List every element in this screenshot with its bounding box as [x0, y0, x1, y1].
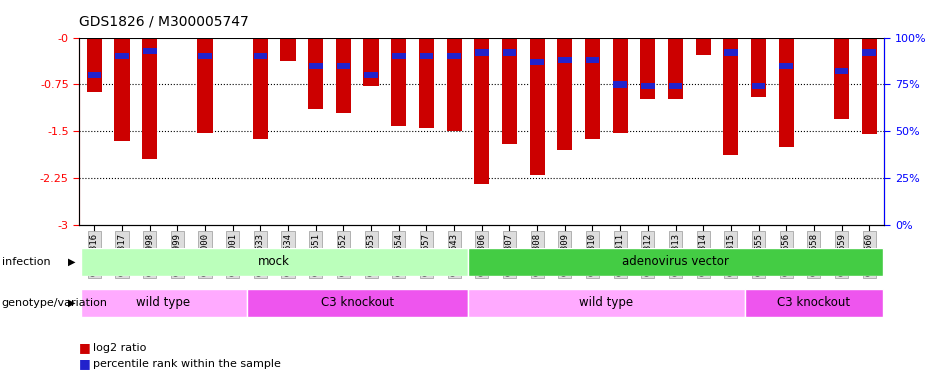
Bar — [309, 63, 323, 69]
Bar — [447, 38, 462, 131]
Bar — [861, 38, 877, 134]
Bar — [142, 48, 156, 54]
Bar — [835, 68, 848, 74]
Text: wild type: wild type — [137, 296, 191, 309]
Bar — [447, 53, 461, 59]
Bar — [363, 38, 379, 86]
Bar — [475, 50, 489, 55]
Bar — [723, 38, 738, 155]
Text: GDS1826 / M300005747: GDS1826 / M300005747 — [79, 14, 249, 28]
Bar — [87, 38, 102, 92]
Bar — [253, 38, 268, 139]
Bar — [751, 83, 765, 89]
Bar — [695, 38, 710, 55]
Bar — [88, 72, 101, 78]
Bar — [468, 289, 745, 317]
Bar — [474, 38, 490, 184]
Bar — [724, 50, 737, 55]
Bar — [778, 38, 794, 147]
Bar — [115, 53, 128, 59]
Text: ■: ■ — [79, 357, 91, 370]
Bar — [586, 57, 600, 63]
Bar — [641, 83, 654, 89]
Text: ■: ■ — [79, 342, 91, 354]
Bar — [280, 38, 296, 61]
Bar — [862, 50, 876, 55]
Bar — [198, 53, 212, 59]
Bar — [613, 38, 627, 132]
Bar — [142, 38, 157, 159]
Text: ▶: ▶ — [68, 298, 75, 308]
Bar — [392, 53, 406, 59]
Text: wild type: wild type — [579, 296, 633, 309]
Bar — [585, 38, 600, 139]
Bar — [751, 38, 766, 97]
Bar — [834, 38, 849, 119]
Bar — [419, 38, 434, 128]
Text: C3 knockout: C3 knockout — [777, 296, 850, 309]
Bar — [668, 38, 683, 99]
Bar — [530, 38, 545, 175]
Bar — [745, 289, 884, 317]
Bar — [364, 72, 378, 78]
Bar — [391, 38, 406, 126]
Bar — [308, 38, 323, 109]
Text: C3 knockout: C3 knockout — [320, 296, 394, 309]
Bar — [531, 59, 544, 65]
Bar — [779, 63, 793, 69]
Bar — [503, 50, 517, 55]
Text: percentile rank within the sample: percentile rank within the sample — [93, 359, 281, 369]
Bar — [641, 38, 655, 99]
Text: genotype/variation: genotype/variation — [2, 298, 108, 308]
Bar — [247, 289, 468, 317]
Bar — [558, 57, 572, 63]
Bar — [80, 289, 247, 317]
Bar — [197, 38, 212, 132]
Bar — [337, 63, 350, 69]
Bar — [420, 53, 433, 59]
Text: adenovirus vector: adenovirus vector — [622, 255, 729, 268]
Bar — [468, 248, 884, 276]
Text: infection: infection — [2, 256, 50, 267]
Text: mock: mock — [258, 255, 290, 268]
Bar — [80, 248, 468, 276]
Bar — [668, 83, 682, 89]
Bar — [336, 38, 351, 112]
Bar — [614, 81, 627, 87]
Bar — [502, 38, 517, 144]
Bar — [115, 38, 129, 141]
Bar — [253, 53, 267, 59]
Bar — [558, 38, 573, 150]
Text: log2 ratio: log2 ratio — [93, 343, 146, 353]
Text: ▶: ▶ — [68, 256, 75, 267]
